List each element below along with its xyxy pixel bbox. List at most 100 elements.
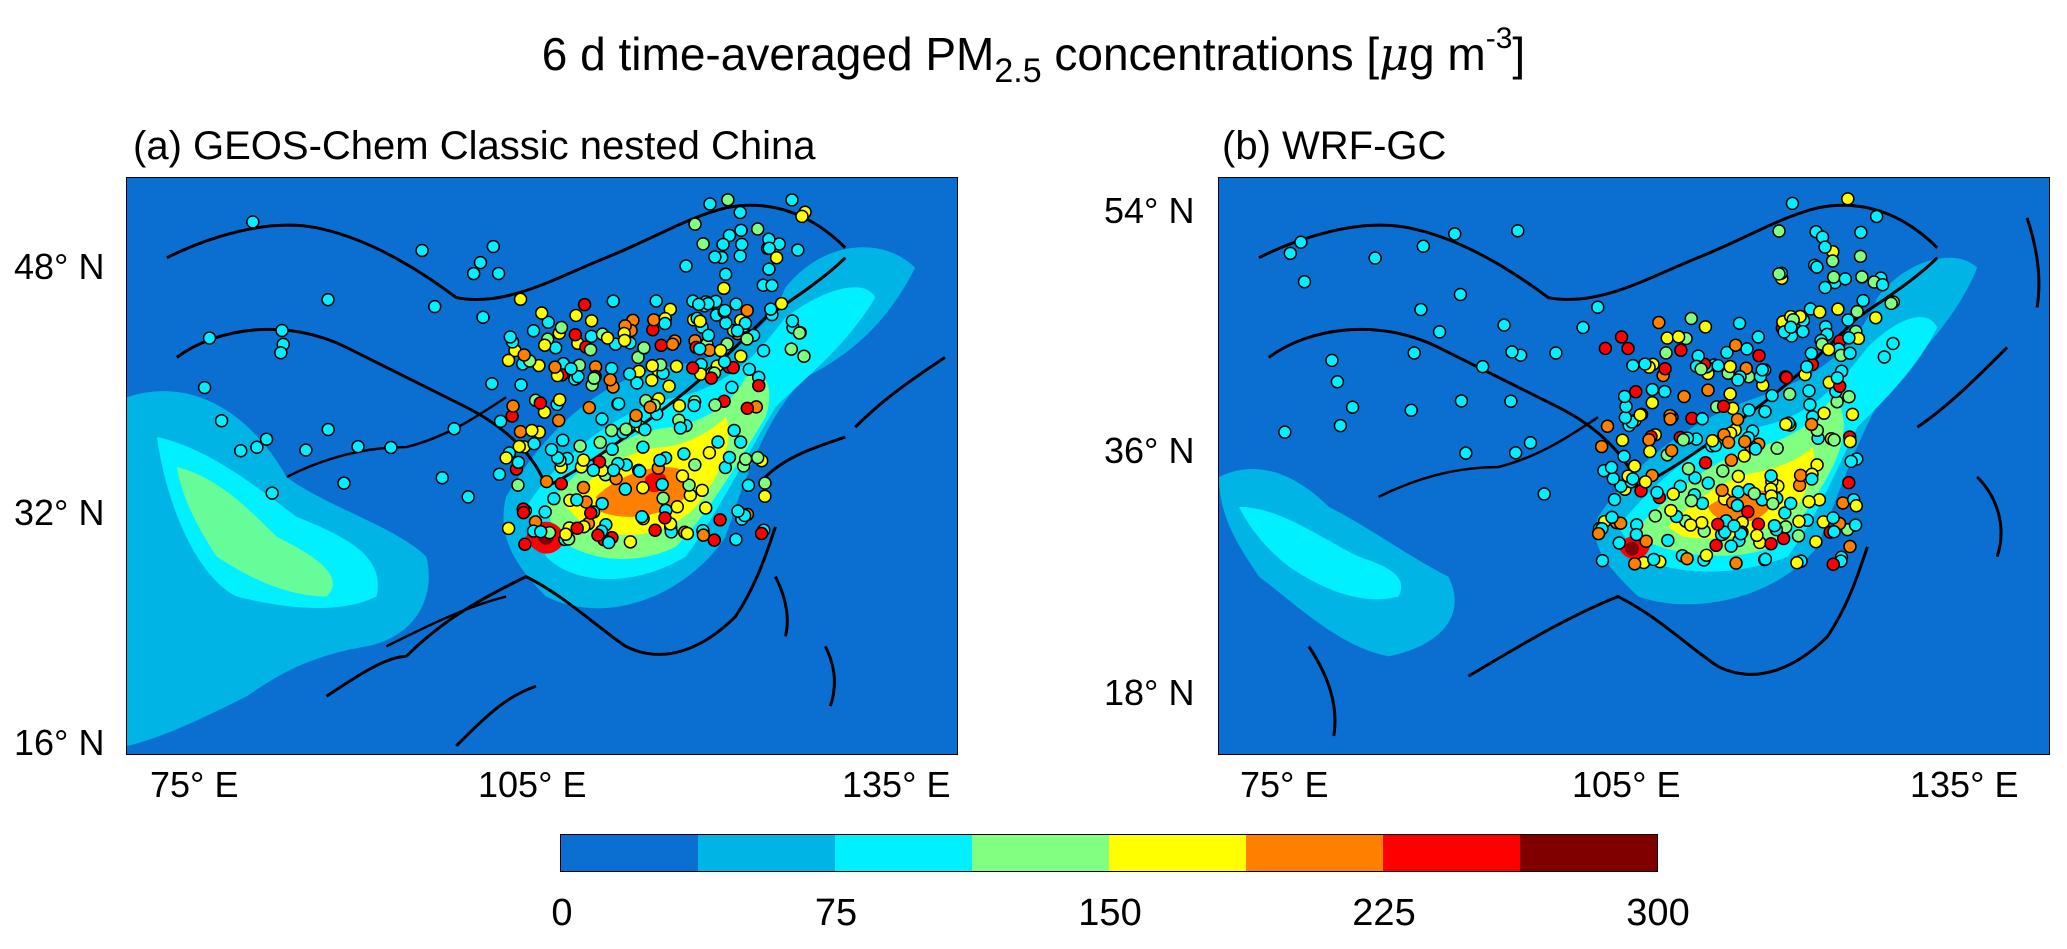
station-marker <box>1827 433 1841 447</box>
station-marker <box>729 297 743 311</box>
station-marker <box>1453 287 1468 302</box>
colorbar-tick-4: 300 <box>1626 892 1690 934</box>
station-marker <box>299 443 313 457</box>
station-marker <box>687 398 701 413</box>
station-marker <box>511 478 525 492</box>
station-marker <box>655 477 669 492</box>
station-marker <box>1778 506 1792 520</box>
station-marker <box>1711 358 1725 373</box>
station-marker <box>1755 363 1770 377</box>
station-marker <box>1800 360 1814 374</box>
station-marker <box>1818 240 1832 254</box>
station-marker <box>1779 417 1793 432</box>
station-marker <box>1843 539 1857 554</box>
station-marker <box>1855 270 1869 284</box>
station-marker <box>713 343 728 358</box>
station-marker <box>1842 331 1856 345</box>
station-marker <box>1643 444 1657 459</box>
station-marker <box>506 399 520 413</box>
station-marker <box>1827 525 1841 539</box>
station-marker <box>1764 469 1778 483</box>
station-marker <box>1604 460 1619 475</box>
station-marker <box>718 303 732 318</box>
station-marker <box>499 451 513 465</box>
station-marker <box>202 331 217 345</box>
station-marker <box>259 432 274 446</box>
station-marker <box>727 423 741 438</box>
station-marker <box>708 250 722 264</box>
panel-b-lat-tick-3: 18° N <box>1104 672 1195 713</box>
colorbar-segment <box>1520 835 1657 871</box>
station-marker <box>491 266 506 281</box>
colorbar-tick-3: 225 <box>1352 892 1416 934</box>
station-marker <box>606 294 620 308</box>
station-marker <box>791 243 805 257</box>
panel-b-lat-tick-2: 36° N <box>1104 430 1195 471</box>
station-marker <box>754 526 769 541</box>
station-marker <box>673 421 688 435</box>
station-marker <box>1633 408 1647 422</box>
station-marker <box>511 455 526 470</box>
station-marker <box>1598 341 1613 356</box>
station-marker <box>1765 388 1779 403</box>
station-marker <box>658 511 672 525</box>
station-marker <box>1818 280 1832 295</box>
station-marker <box>1772 267 1786 281</box>
station-marker <box>1600 419 1615 433</box>
station-marker <box>1723 387 1737 401</box>
panel-b-stations <box>1278 192 1901 571</box>
station-marker <box>1767 518 1782 533</box>
station-marker <box>1618 410 1633 425</box>
station-marker <box>1810 260 1824 274</box>
station-marker <box>1659 346 1673 360</box>
station-marker <box>554 320 569 335</box>
station-marker <box>707 533 722 547</box>
station-marker <box>1576 320 1590 335</box>
colorbar-segment <box>1383 835 1520 871</box>
station-marker <box>541 315 556 330</box>
station-marker <box>1283 246 1298 261</box>
station-marker <box>486 239 501 254</box>
station-marker <box>1666 487 1680 501</box>
station-marker <box>1793 468 1808 483</box>
station-marker <box>1731 469 1746 484</box>
station-marker <box>518 537 532 551</box>
station-marker <box>1825 254 1840 268</box>
station-marker <box>513 424 528 439</box>
station-marker <box>1638 357 1652 371</box>
station-marker <box>643 400 657 414</box>
station-marker <box>1701 383 1715 397</box>
station-marker <box>1459 446 1473 460</box>
station-marker <box>622 367 637 381</box>
station-marker <box>1629 527 1644 542</box>
station-marker <box>741 478 756 493</box>
station-marker <box>756 343 771 358</box>
station-marker <box>653 453 667 468</box>
station-marker <box>1711 517 1725 532</box>
station-marker <box>1737 449 1751 463</box>
station-marker <box>1683 518 1698 532</box>
station-marker <box>265 486 279 500</box>
station-marker <box>534 306 549 320</box>
station-marker <box>1805 472 1819 486</box>
station-marker <box>1809 535 1823 549</box>
figure-title: 6 d time-averaged PM2.5 concentrations [… <box>541 22 1526 90</box>
station-marker <box>632 464 647 478</box>
station-marker <box>758 489 772 504</box>
panel-b-lon-tick-3: 135° E <box>1910 764 2019 805</box>
station-marker <box>603 373 617 387</box>
station-marker <box>1684 311 1698 326</box>
station-marker <box>570 493 584 507</box>
station-marker <box>702 446 717 460</box>
station-marker <box>1694 362 1708 376</box>
station-marker <box>740 401 755 416</box>
station-marker <box>1671 330 1686 344</box>
station-marker <box>551 413 566 428</box>
station-marker <box>1721 435 1736 450</box>
station-marker <box>619 422 633 436</box>
station-marker <box>1849 499 1863 513</box>
station-marker <box>672 398 687 413</box>
station-marker <box>765 278 779 293</box>
station-marker <box>731 504 745 518</box>
station-marker <box>716 237 730 252</box>
